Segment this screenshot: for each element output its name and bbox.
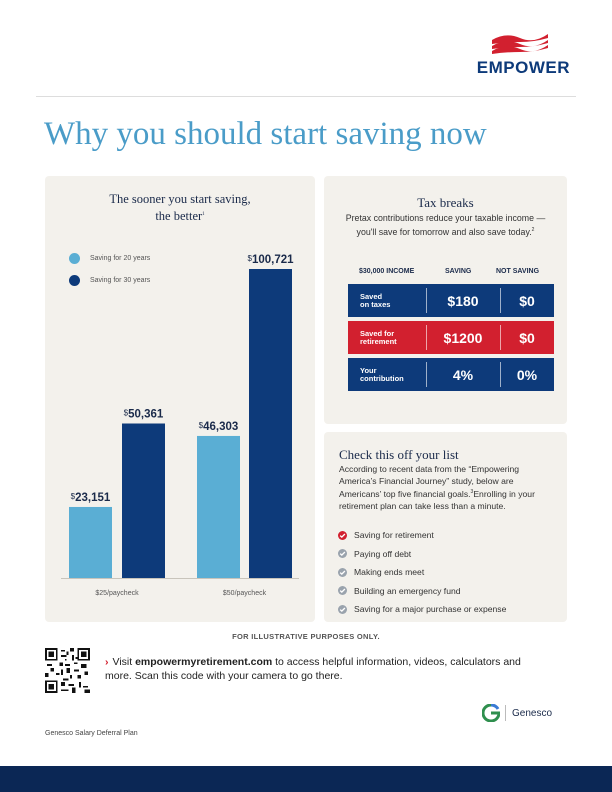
checklist-item: Saving for a major purchase or expense [338,600,506,619]
logo-divider [505,705,506,721]
check-circle-icon [338,604,347,614]
category-label: $50/paycheck [223,590,267,597]
checklist-description: According to recent data from the “Empow… [339,464,555,512]
footer-band [0,766,612,792]
legend-item-20-years: Saving for 20 years [69,253,150,264]
tax-row-saved-on-taxes: Saved on taxes $180 $0 [348,284,554,317]
bar-value-label: $46,303 [199,421,239,433]
savings-chart-card: The sooner you start saving, the better1… [45,176,315,622]
header-saving: SAVING [445,268,472,275]
tax-row-saving-value: 4% [452,366,474,383]
bar-20-years-2 [197,435,240,578]
tax-row-saving-value: $180 [447,292,479,309]
checklist-card: Check this off your list According to re… [324,432,567,622]
tax-row-label: Your contribution [360,365,404,383]
tax-breaks-description: Pretax contributions reduce your taxable… [342,212,549,238]
tax-table: Saved on taxes $180 $0 Saved for retiremen… [348,284,554,395]
bar-20-years-1 [69,506,112,578]
empower-logo[interactable]: EMPOWER [470,30,570,78]
column-separator [500,362,501,387]
check-circle-icon [338,567,347,577]
checklist-description-tail: Enrolling in your retirement plan can ta… [339,489,535,511]
category-label: $25/paycheck [95,590,139,597]
column-separator [500,325,501,350]
genesco-logo: Genesco [482,704,552,722]
tax-row-saving-value: $1200 [443,329,483,346]
chart-title-line2: the better [155,209,203,224]
tax-row-not-saving-value: 0% [516,366,538,383]
bar-value-label: $50,361 [124,408,164,420]
bar-value-label: $23,151 [71,492,111,504]
checklist-item: Saving for retirement [338,526,506,545]
partner-name: Genesco [512,707,553,719]
column-separator [426,362,427,387]
checklist-item-label: Saving for retirement [354,530,434,541]
legend-swatch-20-years [69,253,80,264]
check-circle-icon [338,549,347,559]
bar-30-years-1 [122,423,165,578]
checklist-item-label: Saving for a major purchase or expense [354,604,507,615]
tax-description-footnote: 2 [531,227,535,233]
tax-breaks-card: Tax breaks Pretax contributions reduce y… [324,176,567,424]
bar-30-years-2 [249,269,292,578]
legend-label-30-years: Saving for 30 years [90,277,151,284]
checklist-item-label: Building an emergency fund [354,585,461,596]
checklist-item-label: Making ends meet [354,567,425,578]
qr-code-icon[interactable] [45,648,90,693]
tax-row-not-saving-value: $0 [519,329,535,346]
tax-row-not-saving-value: $0 [519,292,535,309]
check-circle-icon [338,530,347,540]
chart-title: The sooner you start saving, the better1 [45,192,315,224]
visit-prefix: Visit [112,656,136,668]
visit-suffix: to access helpful information, videos, c… [105,656,521,682]
tax-row-label: Saved for retirement [360,328,397,346]
checklist-item: Paying off debt [338,545,506,564]
page-title: Why you should start saving now [44,116,487,152]
checklist-footnote: 3 [470,489,474,496]
legend-item-30-years: Saving for 30 years [69,275,150,286]
legend-label-20-years: Saving for 20 years [90,255,151,262]
genesco-g-icon [482,704,500,722]
tax-row-your-contribution: Your contribution 4% 0% [348,358,554,391]
illustrative-disclaimer: FOR ILLUSTRATIVE PURPOSES ONLY. [232,632,380,641]
check-circle-icon [338,586,347,596]
tax-row-saved-for-retirement: Saved for retirement $1200 $0 [348,321,554,354]
tax-row-label: Saved on taxes [360,291,391,309]
header-divider [36,96,576,97]
flag-wave-icon [492,34,548,54]
checklist-title: Check this off your list [339,447,459,462]
chart-title-footnote: 1 [202,212,205,217]
checklist-item-label: Paying off debt [354,548,412,559]
column-separator [426,288,427,313]
header-income: $30,000 INCOME [359,268,415,275]
chevron-right-icon: › [105,656,109,668]
tax-breaks-title: Tax breaks [417,195,474,210]
plan-name: Genesco Salary Deferral Plan [45,730,138,737]
checklist-description-text: According to recent data from the “Empow… [339,464,520,500]
checklist-item: Building an emergency fund [338,582,506,601]
bar-value-label: $100,721 [247,254,294,266]
column-separator [426,325,427,350]
checklist-items: Saving for retirement Paying off debt Maki… [338,526,506,619]
brand-name: EMPOWER [476,58,570,77]
legend-swatch-30-years [69,275,80,286]
website-link[interactable]: empowermyretirement.com [135,656,273,668]
bar-chart: $23,151 $50,361 $25/paycheck $46,303 $100,72… [61,254,299,597]
header-not-saving: NOT SAVING [496,268,540,275]
column-separator [500,288,501,313]
visit-message: › Visit empowermyretirement.com to access… [105,655,545,683]
tax-description-text: Pretax contributions reduce your taxable… [345,213,546,237]
checklist-item: Making ends meet [338,563,506,582]
chart-title-line1: The sooner you start saving, [109,192,251,206]
